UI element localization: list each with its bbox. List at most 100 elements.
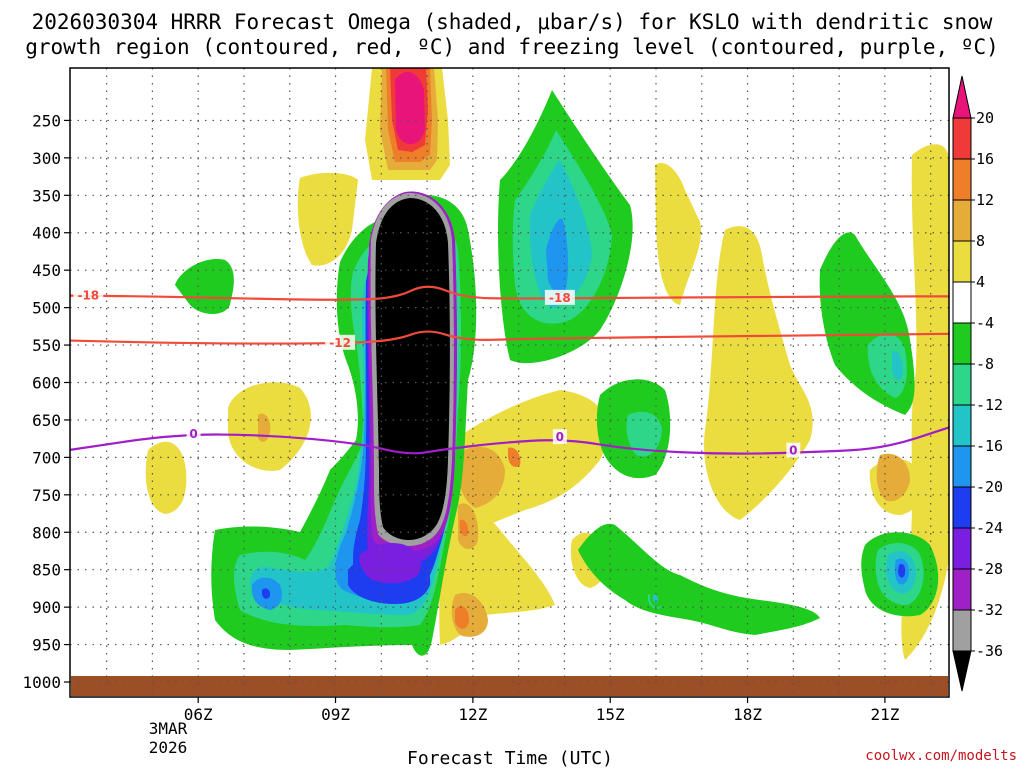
colorbar-band--16-to--12 bbox=[952, 404, 972, 447]
colorbar-label-4: 4 bbox=[976, 273, 985, 291]
y-tick-label-300: 300 bbox=[32, 149, 61, 168]
colorbar-label-13: -36 bbox=[976, 642, 1003, 660]
surface-ground-band bbox=[71, 676, 948, 696]
cyan-right-blob bbox=[892, 351, 903, 381]
colorbar-label-9: -20 bbox=[976, 478, 1003, 496]
colorbar-label-3: 8 bbox=[976, 232, 985, 250]
date-label-line-2: 2026 bbox=[149, 738, 188, 757]
contour-label-freezing-level-1: 0 bbox=[556, 430, 564, 444]
colorbar-bottom-arrow bbox=[952, 650, 972, 692]
orange-spot-a bbox=[455, 605, 470, 629]
contour-label-bg-freezing-level-1 bbox=[552, 429, 567, 445]
contour-label-bg-freezing-level-2 bbox=[786, 442, 801, 458]
colorbar-band--8-to--4 bbox=[952, 322, 972, 365]
colorbar-band--36-to--32 bbox=[952, 609, 972, 652]
colorbar-band--12-to--8 bbox=[952, 363, 972, 406]
yellow-patch-a bbox=[297, 172, 358, 266]
y-tick-label-850: 850 bbox=[32, 561, 61, 580]
contour-label-bg-dgz-minus12-0 bbox=[325, 334, 356, 350]
contour-freezing-level bbox=[69, 426, 950, 455]
contour-label-bg-dgz-minus18-1 bbox=[544, 289, 575, 305]
y-tick-label-700: 700 bbox=[32, 448, 61, 467]
x-tick-label-18Z: 18Z bbox=[733, 705, 762, 724]
blue-lower-left bbox=[262, 588, 271, 599]
black-core bbox=[375, 198, 450, 540]
violet-lower-main bbox=[359, 543, 422, 584]
y-tick-label-250: 250 bbox=[32, 111, 61, 130]
amber-spot-b bbox=[458, 503, 479, 549]
colorbar-band--28-to--24 bbox=[952, 527, 972, 570]
y-tick-label-550: 550 bbox=[32, 336, 61, 355]
y-tick-label-400: 400 bbox=[32, 224, 61, 243]
colorbar-band--4-to-4 bbox=[952, 281, 972, 324]
x-tick-label-21Z: 21Z bbox=[870, 705, 899, 724]
contour-label-bg-dgz-minus18-0 bbox=[73, 287, 104, 303]
yellow-patch-c bbox=[145, 441, 187, 514]
amber-spot-a bbox=[457, 446, 505, 508]
colorbar-label-8: -16 bbox=[976, 437, 1003, 455]
y-tick-label-650: 650 bbox=[32, 411, 61, 430]
colorbar-label-0: 20 bbox=[976, 109, 994, 127]
blue-ring-21z bbox=[898, 564, 906, 578]
green-left-blob bbox=[175, 259, 234, 315]
orange-spot-c bbox=[459, 519, 469, 537]
y-tick-label-1000: 1000 bbox=[22, 673, 61, 692]
contour-label-dgz-minus12-0: -12 bbox=[329, 336, 351, 350]
contour-dgz-minus18 bbox=[69, 285, 949, 301]
chart-title-line-2: growth region (contoured, red, ºC) and f… bbox=[25, 35, 999, 59]
colorbar-label-1: 16 bbox=[976, 150, 994, 168]
colorbar-label-5: -4 bbox=[976, 314, 994, 332]
x-axis-title: Forecast Time (UTC) bbox=[407, 748, 613, 768]
axes: 250 300 350 400 450 500 550 600 650 700 750 800 850 9… bbox=[22, 111, 899, 724]
colorbar-label-10: -24 bbox=[976, 519, 1003, 537]
contour-label-freezing-level-0: 0 bbox=[189, 427, 197, 441]
colorbar-band--20-to--16 bbox=[952, 445, 972, 488]
yellow-patch-f bbox=[901, 144, 949, 660]
contour-label-bg-freezing-level-0 bbox=[186, 426, 201, 442]
temperature-contours: -18 -18 -12 0 0 0 bbox=[69, 285, 950, 458]
colorbar-label-7: -12 bbox=[976, 396, 1003, 414]
y-tick-label-950: 950 bbox=[32, 636, 61, 655]
chart-title-line-1: 2026030304 HRRR Forecast Omega (shaded, … bbox=[32, 10, 993, 34]
y-tick-label-900: 900 bbox=[32, 598, 61, 617]
contour-dgz-minus12 bbox=[69, 330, 950, 345]
colorbar-label-2: 12 bbox=[976, 191, 994, 209]
x-tick-label-09Z: 09Z bbox=[321, 705, 350, 724]
colorbar-band--24-to--20 bbox=[952, 486, 972, 529]
x-tick-label-06Z: 06Z bbox=[184, 705, 213, 724]
colorbar-label-11: -28 bbox=[976, 560, 1003, 578]
colorbar-band-12-to-16 bbox=[952, 158, 972, 201]
y-tick-label-800: 800 bbox=[32, 523, 61, 542]
y-tick-label-450: 450 bbox=[32, 261, 61, 280]
y-tick-label-500: 500 bbox=[32, 299, 61, 318]
y-tick-label-600: 600 bbox=[32, 374, 61, 393]
x-tick-label-12Z: 12Z bbox=[458, 705, 487, 724]
seagreen-mid-blob bbox=[626, 411, 662, 457]
sky-upper-plume bbox=[546, 218, 569, 294]
colorbar: 20 16 12 8 4 -4 -8 -12 -16 -20 -24 -28 -32 -36 bbox=[952, 75, 1003, 692]
orange-spot-b bbox=[508, 447, 521, 467]
colorbar-band-4-to-8 bbox=[952, 240, 972, 283]
green-lower-right bbox=[578, 523, 820, 635]
omega-top-magenta bbox=[395, 71, 425, 145]
colorbar-label-6: -8 bbox=[976, 355, 994, 373]
contour-label-freezing-level-2: 0 bbox=[789, 444, 797, 458]
colorbar-label-12: -32 bbox=[976, 601, 1003, 619]
plot-frame bbox=[69, 67, 950, 698]
colorbar-band--32-to--28 bbox=[952, 568, 972, 611]
x-tick-label-15Z: 15Z bbox=[596, 705, 625, 724]
colorbar-band-8-to-12 bbox=[952, 199, 972, 242]
cyan-small-dot bbox=[652, 594, 659, 603]
credit-text: coolwx.com/modelts bbox=[865, 748, 1017, 764]
seagreen-right-blob bbox=[867, 334, 907, 398]
yellow-patch-d bbox=[655, 162, 701, 305]
contour-label-dgz-minus18-0: -18 bbox=[77, 289, 99, 303]
contour-label-dgz-minus18-1: -18 bbox=[549, 291, 571, 305]
yellow-patch-e bbox=[704, 226, 813, 520]
date-label-line-1: 3MAR bbox=[149, 719, 188, 738]
omega-shading bbox=[145, 68, 949, 660]
colorbar-top-arrow bbox=[952, 75, 972, 119]
y-tick-label-750: 750 bbox=[32, 486, 61, 505]
y-tick-label-350: 350 bbox=[32, 186, 61, 205]
